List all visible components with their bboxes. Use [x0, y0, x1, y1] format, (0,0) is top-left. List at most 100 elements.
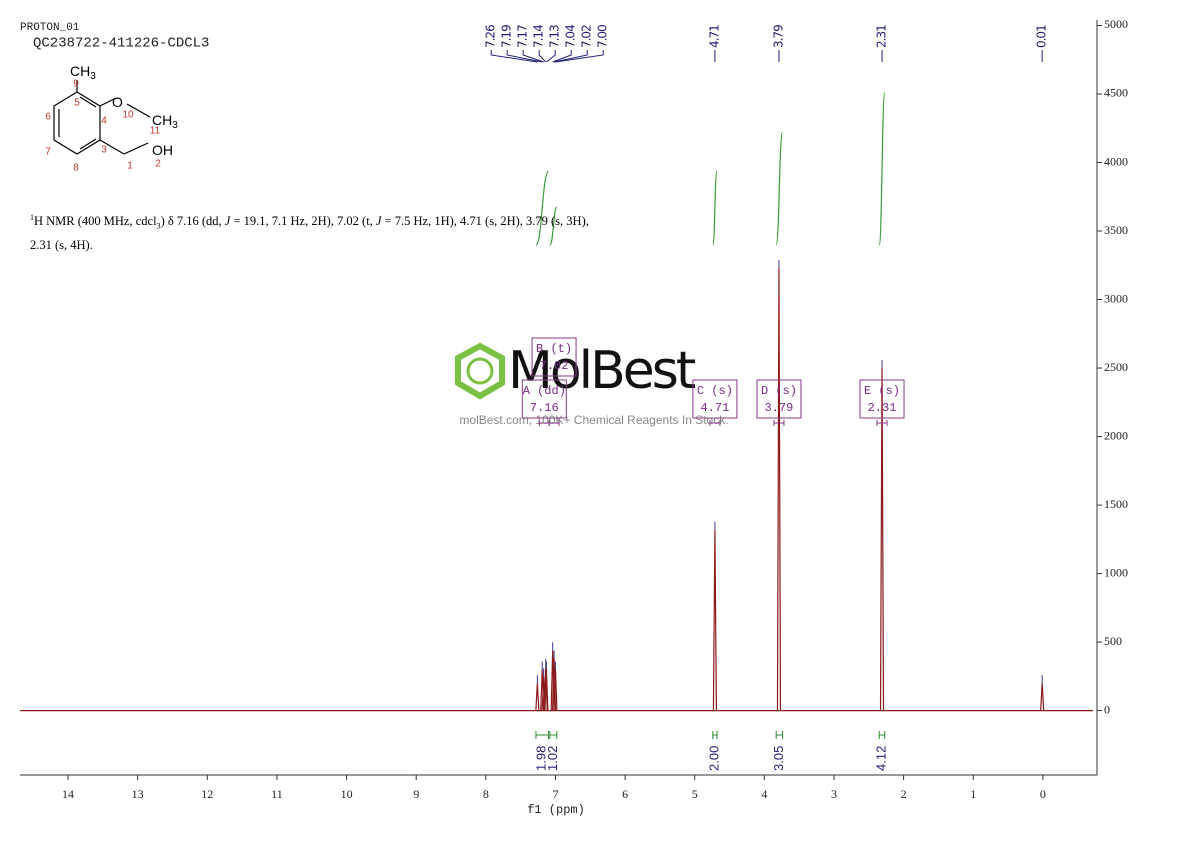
integral-label: 4.12: [873, 746, 888, 771]
nmr-description: 1H NMR (400 MHz, cdcl3) δ 7.16 (dd, J = …: [30, 209, 590, 254]
x-tick-label: 0: [1040, 787, 1046, 801]
x-tick-label: 7: [552, 787, 558, 801]
experiment-name: PROTON_01: [20, 22, 80, 34]
peak-connector: [522, 50, 544, 63]
x-tick-label: 13: [132, 787, 144, 801]
atom-number: 1: [127, 161, 133, 172]
peak-label: 0.01: [1035, 25, 1049, 48]
atom-symbol: CH: [152, 112, 172, 128]
peak: [544, 669, 549, 711]
peak-connector: [552, 50, 572, 63]
multiplet-box: A (dd) 7.16: [521, 379, 567, 426]
peak-label: 7.14: [532, 25, 546, 48]
atom-number: 2: [155, 159, 161, 170]
peak: [1040, 683, 1045, 711]
multiplet-name: B (t): [536, 342, 572, 356]
peak-connector: [546, 50, 556, 63]
peak-label: 7.26: [484, 25, 498, 48]
y-tick-label: 500: [1104, 634, 1122, 648]
multiplet-name: C (s): [697, 384, 733, 398]
sample-name: QC238722-411226-CDCL3: [33, 36, 209, 52]
x-tick-label: 5: [692, 787, 698, 801]
peak-label: 4.71: [707, 25, 721, 48]
atom-symbol: CH: [70, 63, 90, 79]
peak-connector: [555, 50, 604, 63]
atom-label: OH: [152, 142, 173, 158]
atom-subscript: 3: [172, 120, 178, 131]
y-tick-label: 2000: [1104, 428, 1128, 442]
integral-curve: [775, 131, 784, 246]
atom-number: 6: [45, 112, 51, 123]
x-axis-label: f1 (ppm): [527, 803, 585, 817]
y-tick-label: 2500: [1104, 360, 1128, 374]
peak: [879, 368, 885, 711]
x-tick-label: 1: [970, 787, 976, 801]
integral-bracket: [775, 731, 783, 739]
integral-bracket: [549, 731, 558, 739]
peak: [553, 669, 558, 711]
molecule-bonds: [53, 80, 151, 155]
multiplet-box: B (t) 7.02: [531, 337, 577, 426]
integral-label: 3.05: [771, 746, 786, 771]
multiplet-frame: [531, 337, 577, 377]
multiplet-frame: [692, 379, 738, 419]
y-tick-label: 3000: [1104, 291, 1128, 305]
x-tick-label: 12: [201, 787, 213, 801]
atom-number: 11: [150, 126, 161, 137]
watermark-logo: [455, 342, 505, 400]
atom-number: 7: [45, 147, 51, 158]
description-part: H NMR (400 MHz, cdcl: [34, 214, 157, 229]
description-part: = 19.1, 7.1 Hz, 2H), 7.02 (t,: [230, 214, 376, 229]
multiplet-frame: [859, 379, 905, 419]
peak-connector: [506, 50, 543, 63]
atom-number: 3: [101, 145, 107, 156]
peak-label: 7.17: [516, 25, 530, 48]
atom-number: 10: [122, 110, 134, 121]
y-tick-label: 4500: [1104, 86, 1128, 100]
x-tick-label: 11: [271, 787, 283, 801]
atom-symbol: O: [112, 94, 123, 110]
x-tick-label: 6: [622, 787, 628, 801]
peak-connector: [538, 50, 547, 63]
x-tick-label: 4: [761, 787, 767, 801]
multiplet-box: D (s) 3.79: [756, 379, 802, 426]
peak-label: 3.79: [771, 25, 785, 48]
atom-label: CH3: [70, 63, 96, 82]
y-tick-label: 0: [1104, 702, 1110, 716]
peak-label: 7.13: [548, 25, 562, 48]
y-tick-label: 5000: [1104, 17, 1128, 31]
watermark-tagline: molBest.com, 100K+ Chemical Reagents In …: [459, 413, 728, 427]
peak-connector: [553, 50, 588, 63]
x-tick-label: 10: [341, 787, 353, 801]
description-part: 3: [156, 221, 161, 231]
atom-subscript: 3: [90, 71, 96, 82]
x-tick-label: 3: [831, 787, 837, 801]
peak-connector: [490, 50, 538, 63]
atom-label: CH3: [152, 112, 178, 131]
atom-label: O: [112, 94, 123, 110]
atom-symbol: OH: [152, 142, 173, 158]
integral-label: 1.98: [534, 746, 549, 771]
multiplet-shift: 7.16: [530, 401, 559, 415]
y-tick-label: 1500: [1104, 497, 1128, 511]
multiplet-box: C (s) 4.71: [692, 379, 738, 426]
multiplet-shift: 3.79: [765, 401, 794, 415]
multiplet-box: E (s) 2.31: [859, 379, 905, 426]
multiplet-name: A (dd): [523, 384, 566, 398]
multiplet-range: [773, 420, 785, 426]
peak: [535, 683, 540, 711]
x-tick-label: 2: [901, 787, 907, 801]
description-part: = 7.5 Hz, 1H), 4.71 (s, 2H), 3.79 (s, 3H…: [30, 214, 589, 252]
integral-curve: [535, 171, 550, 246]
multiplet-range: [709, 420, 721, 426]
multiplet-name: D (s): [761, 384, 797, 398]
multiplet-shift: 2.31: [868, 401, 897, 415]
peak: [776, 268, 782, 711]
y-tick-label: 4000: [1104, 154, 1128, 168]
description-part: 1: [30, 213, 34, 222]
atom-number: 5: [74, 98, 80, 109]
integral-bracket: [535, 731, 549, 739]
atom-number: 8: [73, 163, 79, 174]
